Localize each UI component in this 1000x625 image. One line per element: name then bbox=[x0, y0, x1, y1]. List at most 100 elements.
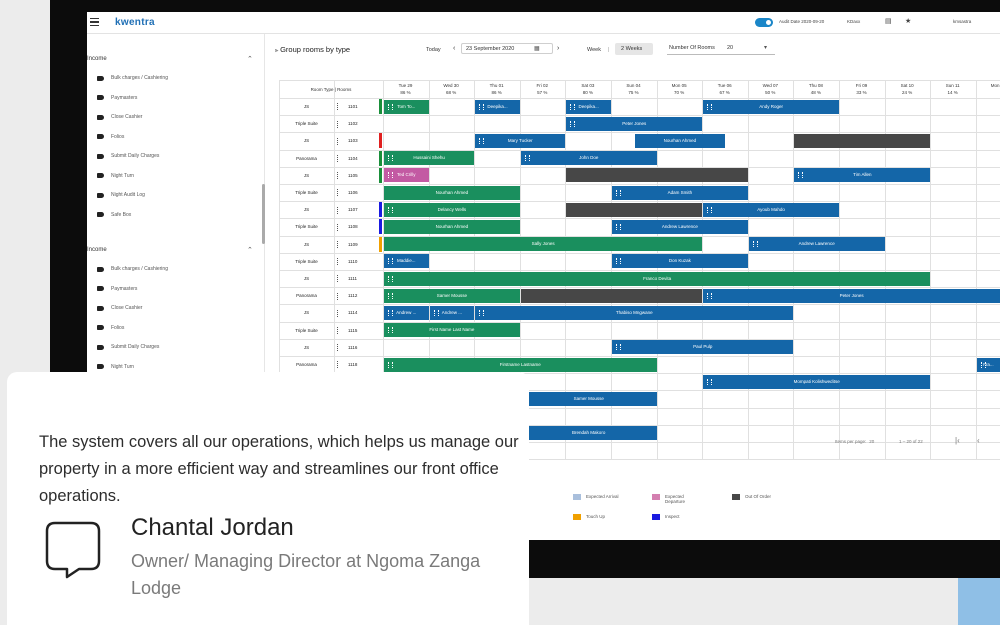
room-number[interactable]: 1102 bbox=[337, 115, 379, 132]
prev-page-icon[interactable]: ‹ bbox=[977, 436, 980, 445]
out-of-order-block[interactable] bbox=[794, 133, 931, 148]
drag-grip-icon[interactable] bbox=[388, 275, 393, 282]
room-number[interactable]: 1103 bbox=[337, 132, 379, 149]
day-header[interactable]: Sat 03 80 % bbox=[565, 80, 610, 98]
room-number[interactable]: 1110 bbox=[337, 253, 379, 270]
booking-bar[interactable]: Mompati Kolishweditse bbox=[703, 374, 931, 389]
booking-bar[interactable]: Ayoub Mahdo bbox=[703, 202, 839, 217]
items-per-page[interactable]: Items per page: 20 bbox=[835, 439, 875, 444]
room-number[interactable]: 1101 bbox=[337, 98, 379, 115]
print-icon[interactable]: ▤ bbox=[885, 18, 892, 25]
booking-bar[interactable]: Maddie... bbox=[384, 254, 429, 269]
day-header[interactable]: Thu 08 48 % bbox=[793, 80, 838, 98]
user-menu[interactable]: KDaxx bbox=[847, 19, 861, 24]
drag-grip-icon[interactable] bbox=[616, 189, 621, 196]
room-number[interactable]: 1107 bbox=[337, 201, 379, 218]
drag-handle-icon[interactable] bbox=[337, 309, 339, 317]
drag-grip-icon[interactable] bbox=[388, 309, 393, 316]
day-header[interactable]: Sun 11 14 % bbox=[930, 80, 975, 98]
drag-grip-icon[interactable] bbox=[707, 206, 713, 213]
sidebar-item[interactable]: Bulk charges / Cashiering bbox=[97, 75, 168, 81]
drag-handle-icon[interactable] bbox=[337, 154, 339, 162]
week-view-button[interactable]: Week bbox=[587, 47, 601, 53]
booking-bar[interactable]: Nourhan Ahmed bbox=[384, 219, 520, 234]
drag-grip-icon[interactable] bbox=[388, 361, 393, 368]
drag-grip-icon[interactable] bbox=[388, 155, 393, 162]
drag-grip-icon[interactable] bbox=[707, 292, 713, 299]
booking-bar[interactable]: Andrew Lawrence bbox=[748, 237, 885, 252]
drag-handle-icon[interactable] bbox=[337, 275, 339, 283]
hamburger-menu-icon[interactable] bbox=[90, 18, 99, 26]
room-number[interactable]: 1114 bbox=[337, 304, 379, 321]
sidebar-item[interactable]: Night Turn bbox=[97, 364, 134, 370]
booking-bar[interactable]: Franco Devita bbox=[384, 271, 931, 286]
drag-grip-icon[interactable] bbox=[388, 206, 393, 213]
room-number[interactable]: 1109 bbox=[337, 236, 379, 253]
room-number[interactable]: 1111 bbox=[337, 270, 379, 287]
drag-handle-icon[interactable] bbox=[337, 103, 339, 111]
booking-bar[interactable]: Andrew ... bbox=[384, 305, 429, 320]
drag-handle-icon[interactable] bbox=[337, 240, 339, 248]
drag-grip-icon[interactable] bbox=[388, 258, 393, 265]
star-icon[interactable]: ★ bbox=[905, 18, 912, 25]
booking-bar[interactable]: Andy Roger bbox=[703, 99, 839, 114]
booking-bar[interactable]: Firstname Lastname bbox=[384, 357, 657, 372]
sidebar-item[interactable]: Safe Box bbox=[97, 212, 131, 218]
booking-bar[interactable]: Thabiso Mngwane bbox=[475, 305, 794, 320]
drag-grip-icon[interactable] bbox=[524, 155, 530, 162]
drag-grip-icon[interactable] bbox=[479, 137, 485, 144]
drag-grip-icon[interactable] bbox=[479, 309, 485, 316]
booking-bar[interactable]: Andrew Lawrence bbox=[612, 219, 748, 234]
booking-bar[interactable]: Peter Jones bbox=[703, 288, 1000, 303]
account-name[interactable]: kmsastra bbox=[953, 19, 972, 24]
mode-toggle[interactable] bbox=[755, 18, 773, 27]
two-weeks-view-button[interactable]: 2 Weeks bbox=[615, 43, 653, 55]
booking-bar[interactable]: Tim Allen bbox=[794, 168, 931, 183]
sidebar-item[interactable]: Paymasters bbox=[97, 95, 137, 101]
drag-handle-icon[interactable] bbox=[337, 172, 339, 180]
drag-grip-icon[interactable] bbox=[616, 223, 621, 230]
sidebar-item[interactable]: Folios bbox=[97, 325, 124, 331]
room-number[interactable]: 1106 bbox=[337, 184, 379, 201]
day-header[interactable]: Thu 01 86 % bbox=[474, 80, 519, 98]
date-picker[interactable]: 23 September 2020 ▦ bbox=[461, 43, 553, 54]
drag-grip-icon[interactable] bbox=[388, 292, 393, 299]
drag-handle-icon[interactable] bbox=[337, 206, 339, 214]
sidebar-section-title[interactable]: Income bbox=[87, 56, 107, 62]
day-header[interactable]: Mon 05 70 % bbox=[657, 80, 702, 98]
collapse-caret-icon[interactable]: ⌃ bbox=[247, 56, 253, 63]
booking-bar[interactable]: Deepika... bbox=[566, 99, 611, 114]
booking-bar[interactable]: Sally Jones bbox=[384, 237, 703, 252]
sidebar-item[interactable]: Bulk charges / Cashiering bbox=[97, 266, 168, 272]
booking-bar[interactable]: Deepika... bbox=[475, 99, 520, 114]
sidebar-item[interactable]: Close Cashier bbox=[97, 114, 142, 120]
booking-bar[interactable]: Fra... bbox=[976, 357, 1000, 372]
app-logo[interactable]: kwentra bbox=[115, 17, 155, 28]
drag-handle-icon[interactable] bbox=[337, 120, 339, 128]
drag-handle-icon[interactable] bbox=[337, 137, 339, 145]
drag-grip-icon[interactable] bbox=[707, 378, 713, 385]
sidebar-item[interactable]: Close Cashier bbox=[97, 305, 142, 311]
group-rooms-toggle[interactable]: ⫸ Group rooms by type bbox=[275, 45, 351, 54]
room-number[interactable]: 1105 bbox=[337, 167, 379, 184]
sidebar-item[interactable]: Night Audit Log bbox=[97, 192, 145, 198]
sidebar-item[interactable]: Folios bbox=[97, 134, 124, 140]
sidebar-scrollbar[interactable] bbox=[262, 184, 265, 244]
out-of-order-block[interactable] bbox=[520, 288, 703, 303]
sidebar-section-title[interactable]: Income bbox=[87, 247, 107, 253]
booking-bar[interactable]: Nourhan Ahmed bbox=[634, 133, 725, 148]
booking-bar[interactable]: Paul Pulp bbox=[612, 340, 794, 355]
drag-handle-icon[interactable] bbox=[337, 361, 339, 369]
drag-handle-icon[interactable] bbox=[337, 223, 339, 231]
drag-handle-icon[interactable] bbox=[337, 189, 339, 197]
drag-grip-icon[interactable] bbox=[433, 309, 439, 316]
day-header[interactable]: Fri 02 57 % bbox=[520, 80, 565, 98]
room-number[interactable]: 1115 bbox=[337, 322, 379, 339]
room-number[interactable]: 1104 bbox=[337, 150, 379, 167]
booking-bar[interactable]: Don Kuzak bbox=[612, 254, 748, 269]
collapse-caret-icon[interactable]: ⌃ bbox=[247, 247, 253, 254]
drag-grip-icon[interactable] bbox=[479, 103, 485, 110]
booking-bar[interactable]: First Name Last Name bbox=[384, 323, 520, 338]
day-header[interactable]: Tue 06 67 % bbox=[702, 80, 747, 98]
room-number[interactable]: 1108 bbox=[337, 218, 379, 235]
